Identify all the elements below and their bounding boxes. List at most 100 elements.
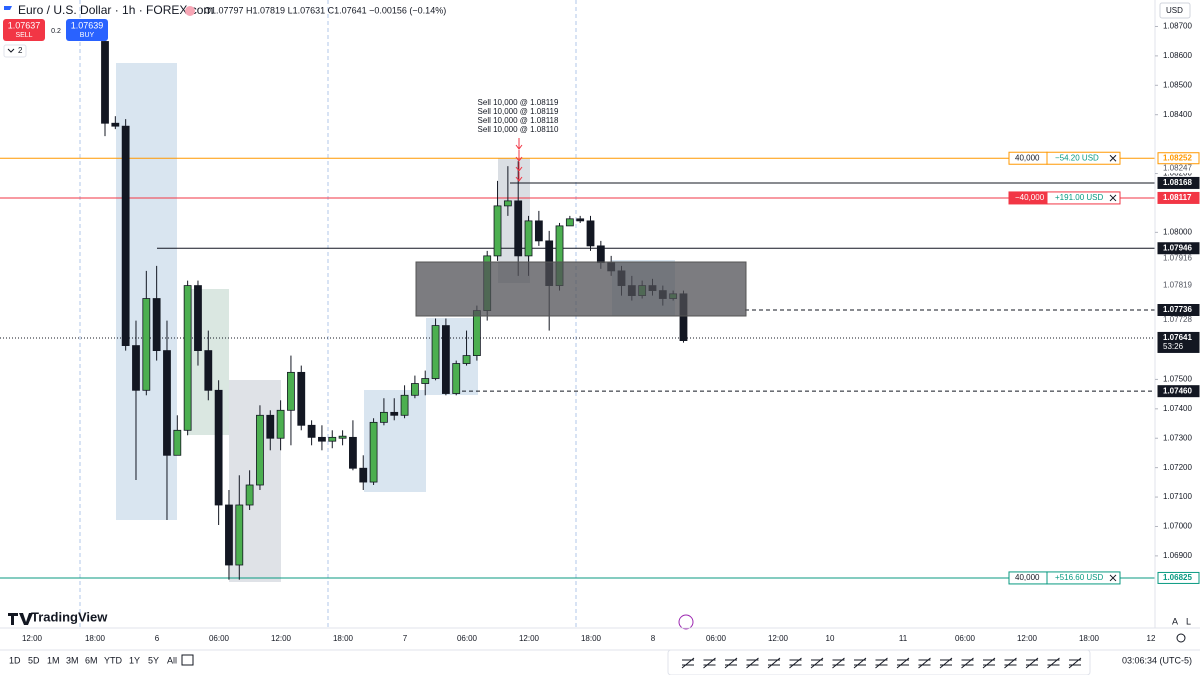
candle-body [514, 200, 523, 257]
position-qty[interactable]: 40,000 [1015, 153, 1040, 162]
position-pnl-box[interactable] [1046, 191, 1121, 205]
time-label: 12:00 [1017, 634, 1038, 643]
position-qty[interactable]: −40,000 [1015, 193, 1045, 202]
period-button[interactable]: 1Y [129, 655, 140, 665]
tool-icon[interactable] [1004, 657, 1017, 669]
time-label: 12:00 [768, 634, 789, 643]
auto-scale[interactable]: A [1172, 616, 1178, 626]
tool-icon[interactable] [681, 657, 695, 669]
position-pnl[interactable]: +191.00 USD [1055, 193, 1103, 202]
candle-body [152, 298, 161, 351]
close-position[interactable] [1109, 574, 1117, 582]
tool-icon[interactable] [853, 657, 867, 669]
candles [101, 31, 688, 580]
tool-icon[interactable] [832, 657, 845, 669]
close-position[interactable] [1109, 154, 1117, 162]
tool-icon[interactable] [1047, 657, 1060, 669]
currency[interactable]: USD [1166, 6, 1183, 15]
tool-icon[interactable] [810, 657, 824, 669]
time-label: 12 [1147, 634, 1156, 643]
time-label: 11 [899, 634, 908, 643]
period-button[interactable]: 5D [28, 655, 40, 665]
tool-icon[interactable] [724, 657, 738, 669]
buy-button[interactable] [66, 19, 108, 41]
logo: TradingView [31, 609, 108, 624]
period-button[interactable]: YTD [104, 655, 123, 665]
price-badge [1157, 304, 1200, 316]
price-badge [1157, 191, 1200, 204]
position-pnl[interactable]: +516.60 USD [1055, 573, 1103, 582]
tool-icon[interactable] [1025, 657, 1039, 669]
close-position[interactable] [1109, 194, 1117, 202]
period-button[interactable]: 6M [85, 655, 98, 665]
price-badge [1157, 331, 1200, 353]
candle-body [390, 411, 399, 416]
tool-icon[interactable] [767, 657, 781, 669]
time-label: 18:00 [1079, 634, 1100, 643]
footer: 1D 5D 1M 3M 6M YTD 1Y 5Y All [9, 655, 177, 665]
time-label: 06:00 [955, 634, 976, 643]
log-scale[interactable]: L [1186, 616, 1191, 626]
position-pnl-box[interactable] [1046, 571, 1121, 585]
candle-body [534, 220, 543, 242]
tool-icon[interactable] [746, 657, 759, 669]
drawing-toolbar [667, 649, 1091, 675]
time-axis: 12:00 18:00 6 06:00 12:00 18:00 7 06:00 12:00 18:… [22, 634, 1156, 643]
candle-body [132, 345, 140, 391]
trade-label: Sell 10,000 @ 1.08110 [478, 125, 559, 134]
sell-price[interactable]: 1.07637 [8, 20, 41, 30]
candle-body [121, 125, 130, 346]
tool-icon[interactable] [918, 657, 931, 669]
price-badge-label: 1.08252 [1163, 153, 1192, 162]
y-tick-label: 1.06900 [1163, 551, 1192, 560]
price-badge-label: 1.06825 [1163, 573, 1192, 582]
indicator-count[interactable]: 2 [18, 46, 23, 55]
period-button[interactable]: All [167, 655, 177, 665]
period-button[interactable]: 1D [9, 655, 21, 665]
price-badge-label: 1.07946 [1163, 243, 1192, 252]
candle-body [225, 504, 233, 566]
buy-label[interactable]: BUY [80, 32, 95, 39]
position-qty[interactable]: 40,000 [1015, 573, 1040, 582]
candle-body [421, 378, 430, 384]
price-axis-labels: 1.087001.086001.085001.084001.082001.080… [1155, 22, 1200, 584]
y-tick-label: 1.07200 [1163, 463, 1192, 472]
time-label: 18:00 [581, 634, 602, 643]
time-label: 10 [826, 634, 835, 643]
candle-body [338, 435, 347, 439]
time-label: 06:00 [457, 634, 478, 643]
candle-body [297, 371, 306, 426]
candle-body [493, 205, 502, 257]
tool-icon[interactable] [982, 657, 996, 669]
position-pnl[interactable]: −54.20 USD [1055, 153, 1099, 162]
indicator-toggle[interactable] [3, 44, 27, 58]
sell-button[interactable] [3, 19, 45, 41]
y-tick-label: 1.07500 [1163, 375, 1192, 384]
price-badge [1157, 571, 1200, 584]
period-button[interactable]: 1M [47, 655, 60, 665]
candle-body [503, 200, 512, 207]
tool-icon[interactable] [703, 657, 716, 669]
spread: 0.2 [51, 28, 61, 35]
period-button[interactable]: 5Y [148, 655, 159, 665]
countdown: 53:26 [1163, 342, 1184, 351]
tool-icon[interactable] [939, 657, 953, 669]
event-icon[interactable] [678, 614, 694, 630]
currency-button[interactable] [1159, 2, 1191, 19]
period-button[interactable]: 3M [66, 655, 79, 665]
market-status [185, 6, 195, 16]
tool-icon[interactable] [896, 657, 910, 669]
tool-icon[interactable] [961, 657, 974, 669]
position-pnl-box[interactable] [1046, 151, 1121, 165]
y-tick-label: 1.07000 [1163, 522, 1192, 531]
settings-icon[interactable] [1176, 633, 1186, 643]
candle-body [380, 411, 388, 423]
time-label: 8 [651, 634, 656, 643]
tool-icon[interactable] [1068, 657, 1082, 669]
sell-label[interactable]: SELL [15, 32, 32, 39]
buy-price[interactable]: 1.07639 [71, 20, 104, 30]
tool-icon[interactable] [875, 657, 888, 669]
date-range-icon[interactable] [181, 654, 194, 666]
tool-icon[interactable] [789, 657, 802, 669]
